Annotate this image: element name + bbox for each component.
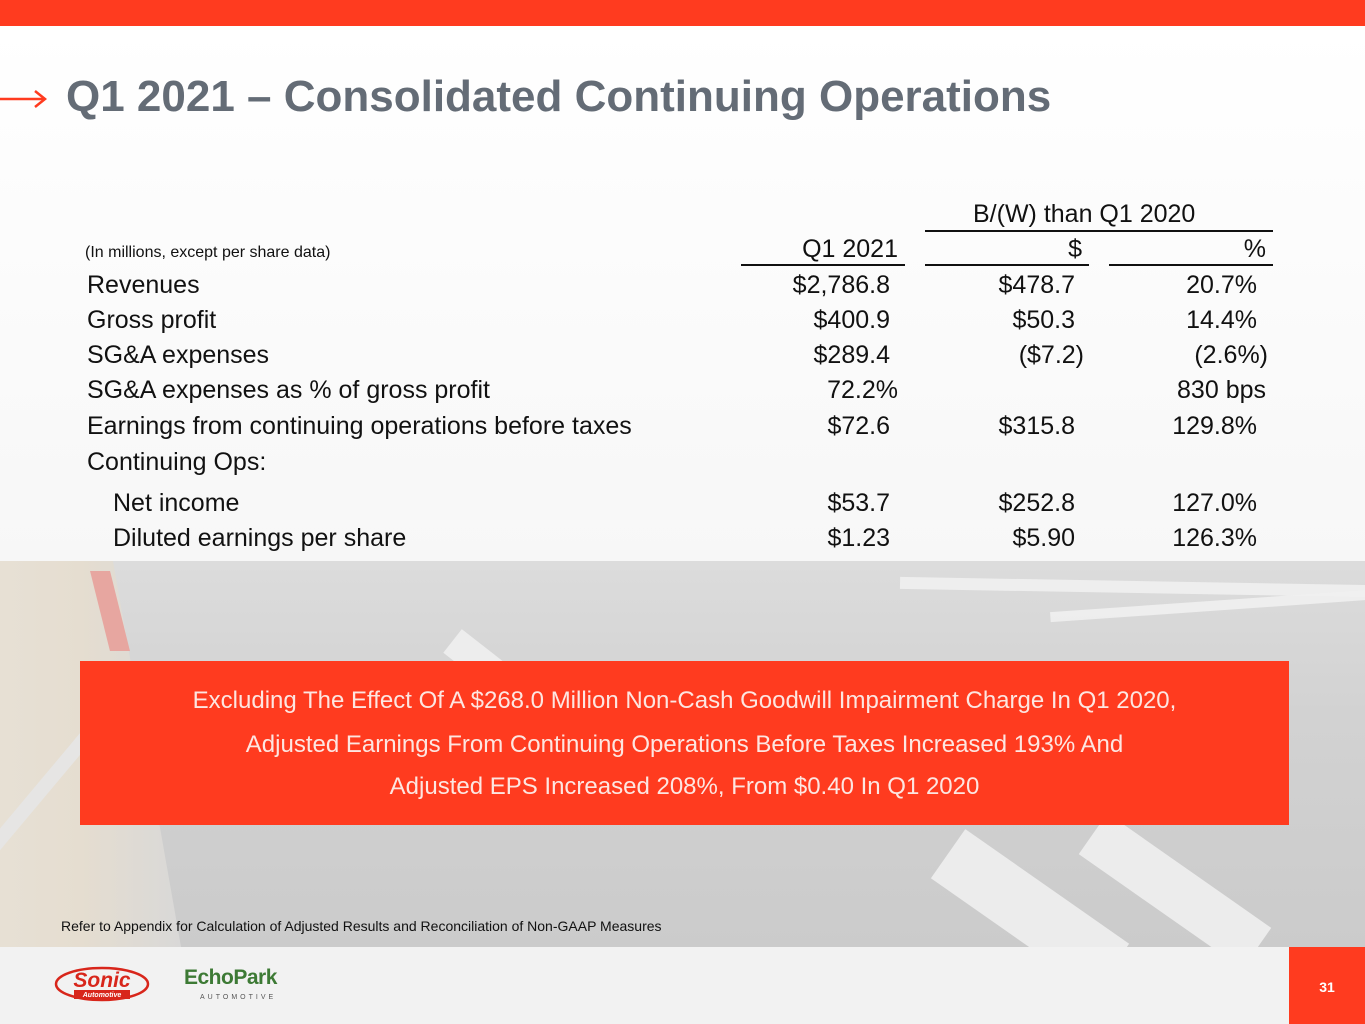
page-title: Q1 2021 – Consolidated Continuing Operat… [66,72,1052,121]
top-accent-bar [0,0,1365,26]
row-label-earnings-before-taxes: Earnings from continuing operations befo… [87,412,632,440]
cell-pct-change: 127.0% [1172,489,1257,517]
callout-line: Adjusted EPS Increased 208%, From $0.40 … [389,773,980,800]
cell-dollar-change: $50.3 [1012,306,1075,334]
cell-q1-2021: $289.4 [813,341,890,369]
svg-text:Automotive: Automotive [82,992,122,999]
footnote: Refer to Appendix for Calculation of Adj… [61,918,662,934]
cell-q1-2021: $72.6 [827,412,890,440]
cell-dollar-change: $478.7 [998,271,1075,299]
cell-pct-change: 20.7% [1186,271,1257,299]
road-stripe [1078,813,1272,947]
column-underline-dollar [925,264,1089,266]
echopark-logo: EchoPark [184,966,277,989]
row-label-net-income: Net income [113,489,240,517]
cell-q1-2021: $2,786.8 [792,271,890,299]
row-label-sga-pct-gross-profit: SG&A expenses as % of gross profit [87,376,490,404]
sonic-automotive-logo: Sonic Automotive [54,966,150,1002]
cell-pct-change: 14.4% [1186,306,1257,334]
group-header-underline [925,230,1273,232]
cell-dollar-change: $315.8 [998,412,1075,440]
cell-q1-2021: $53.7 [827,489,890,517]
cell-dollar-change: $5.90 [1012,524,1075,552]
column-header-pct-change: % [1243,235,1266,263]
units-note: (In millions, except per share data) [85,244,331,261]
row-label-diluted-eps: Diluted earnings per share [113,524,407,552]
cell-pct-change: 830 bps [1177,376,1266,404]
callout-banner: Excluding The Effect Of A $268.0 Million… [80,661,1289,825]
table-group-header: B/(W) than Q1 2020 [973,200,1196,228]
column-header-q1-2021: Q1 2021 [802,235,898,263]
cell-pct-change: 126.3% [1172,524,1257,552]
echopark-logo-subtitle: AUTOMOTIVE [200,994,277,1001]
column-underline-q1-2021 [741,264,905,266]
cell-q1-2021: $1.23 [827,524,890,552]
svg-text:Sonic: Sonic [73,969,130,992]
row-label-sga-expenses: SG&A expenses [87,341,270,369]
row-label-gross-profit: Gross profit [87,306,217,334]
cell-q1-2021: $400.9 [813,306,890,334]
slide-background [0,26,1365,561]
column-underline-pct [1109,264,1273,266]
page-number: 31 [1319,979,1335,995]
column-header-dollar-change: $ [1068,235,1082,263]
row-label-continuing-ops: Continuing Ops: [87,448,267,476]
footer-bar [0,947,1365,1024]
cell-dollar-change: ($7.2) [1018,341,1084,369]
arrow-right-icon [0,90,48,108]
callout-line: Adjusted Earnings From Continuing Operat… [245,731,1124,758]
cell-pct-change: 129.8% [1172,412,1257,440]
cell-dollar-change: $252.8 [998,489,1075,517]
row-label-revenues: Revenues [87,271,200,299]
page-number-box: 31 [1289,947,1365,1024]
road-stripe [1050,589,1365,623]
cell-q1-2021: 72.2% [827,376,898,404]
callout-line: Excluding The Effect Of A $268.0 Million… [192,687,1177,714]
cell-pct-change: (2.6%) [1194,341,1268,369]
